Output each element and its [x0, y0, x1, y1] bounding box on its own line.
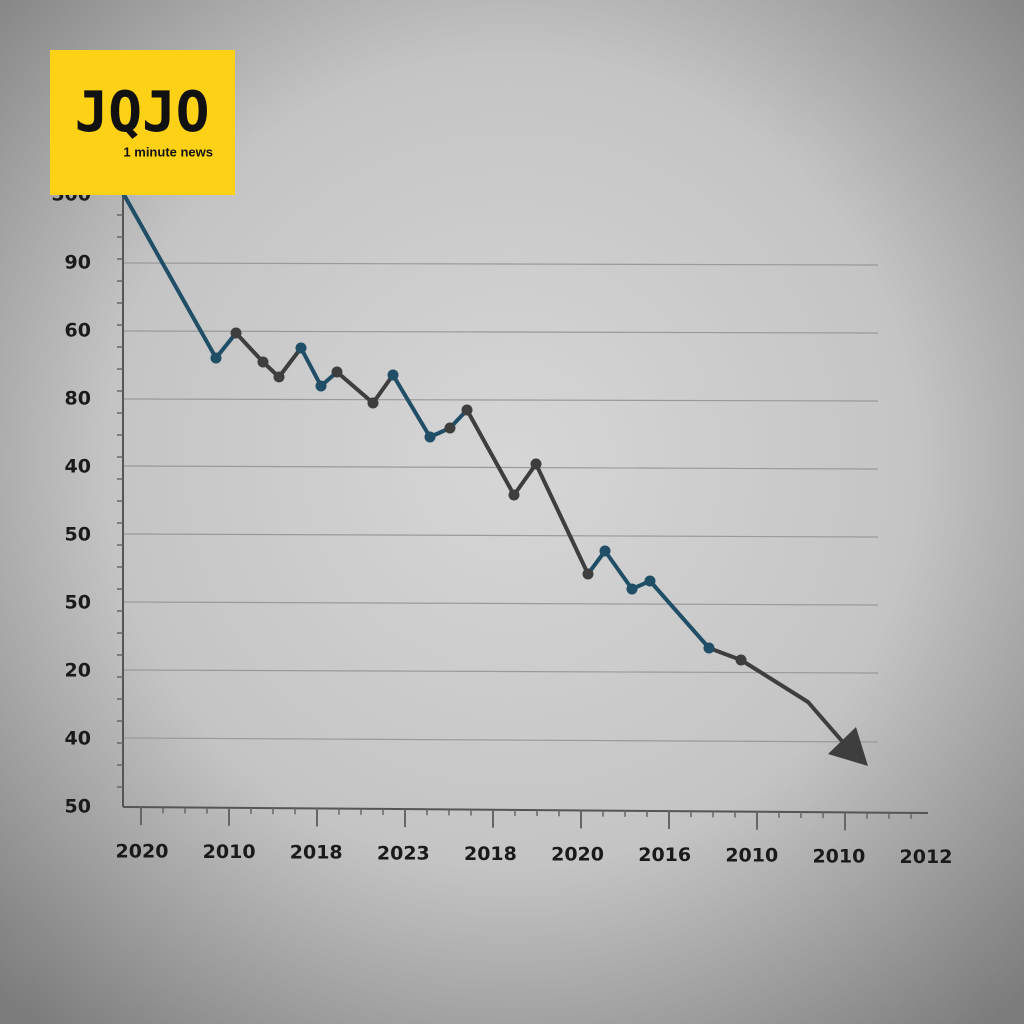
point [315, 380, 327, 392]
y-axis-label: 20 [65, 660, 91, 682]
y-axis-label: 50 [65, 796, 91, 818]
point [735, 654, 747, 666]
x-axis-labels: 2020 2010 2018 2023 2018 2020 2016 2010 2010 2012 [116, 841, 953, 868]
point [295, 342, 307, 354]
point [703, 642, 715, 654]
y-axis-label: 50 [65, 592, 91, 614]
grid-line [122, 262, 879, 266]
y-axis-label: 80 [65, 388, 91, 410]
x-axis-label: 2020 [551, 844, 604, 866]
line-segment [391, 373, 469, 439]
point [599, 545, 611, 557]
point [331, 366, 343, 378]
point [530, 458, 542, 470]
point [387, 369, 399, 381]
x-axis [122, 806, 929, 814]
x-axis-label: 2010 [812, 845, 865, 867]
trend-line [121, 191, 868, 766]
grid-line [122, 398, 879, 402]
x-axis-label: 2023 [377, 842, 430, 864]
grid-line [122, 601, 879, 606]
point [257, 356, 269, 368]
grid-line [122, 330, 879, 334]
y-axis-label: 40 [65, 456, 91, 478]
point [367, 397, 379, 409]
point [461, 404, 473, 416]
grid-line [122, 737, 879, 743]
x-axis-label: 2016 [638, 844, 691, 866]
x-axis-label: 2020 [116, 841, 169, 863]
grid-line [122, 533, 879, 538]
logo-title: JQJO [75, 80, 210, 145]
point [626, 583, 638, 595]
x-axis-label: 2018 [290, 842, 343, 864]
x-axis-label: 2010 [203, 841, 256, 863]
line-segment [234, 331, 303, 379]
line-segment [465, 408, 590, 576]
logo-subtitle: 1 minute news [123, 144, 213, 159]
point [508, 489, 520, 501]
grid-line [122, 669, 879, 674]
logo-box [50, 50, 235, 195]
point [644, 575, 656, 587]
y-axis-label: 90 [65, 252, 91, 274]
y-axis-label: 60 [65, 320, 91, 342]
logo: JQJO 1 minute news [50, 50, 235, 195]
x-axis-label: 2012 [900, 846, 953, 868]
point [424, 431, 436, 443]
point [273, 371, 285, 383]
y-axis-label: 40 [65, 728, 91, 750]
point [230, 327, 242, 339]
grid [122, 262, 879, 743]
arrow-head [828, 727, 868, 766]
point [210, 352, 222, 364]
x-axis-label: 2010 [725, 845, 778, 867]
x-axis-label: 2018 [464, 843, 517, 865]
point [582, 568, 594, 580]
point [444, 422, 456, 434]
line-segment [707, 646, 850, 750]
axis-ticks [117, 214, 912, 831]
y-axis-label: 50 [65, 524, 91, 546]
